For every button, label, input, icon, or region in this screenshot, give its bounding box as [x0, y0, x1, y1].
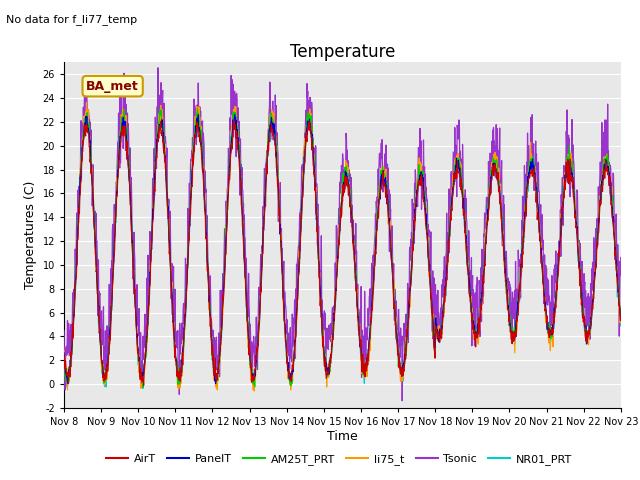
AirT: [171, 355, 179, 360]
NR01_PRT: [502, 290, 510, 296]
Tsonic: [502, 248, 510, 254]
NR01_PRT: [60, 342, 68, 348]
PanelT: [502, 277, 510, 283]
Line: AirT: AirT: [64, 120, 621, 385]
li75_t: [429, 335, 437, 341]
Tsonic: [246, 329, 254, 335]
AirT: [230, 117, 237, 122]
NR01_PRT: [247, 363, 255, 369]
Tsonic: [154, 65, 162, 71]
li75_t: [552, 303, 559, 309]
AM25T_PRT: [617, 307, 625, 312]
PanelT: [617, 317, 625, 323]
li75_t: [246, 371, 254, 377]
AirT: [502, 284, 510, 289]
AirT: [429, 329, 437, 335]
AirT: [552, 300, 559, 305]
Tsonic: [398, 398, 406, 404]
AM25T_PRT: [247, 364, 255, 370]
AM25T_PRT: [552, 307, 559, 312]
AirT: [60, 352, 68, 358]
AM25T_PRT: [429, 324, 437, 330]
PanelT: [429, 331, 437, 336]
NR01_PRT: [552, 307, 559, 312]
li75_t: [83, 100, 90, 106]
AirT: [247, 361, 255, 367]
Legend: AirT, PanelT, AM25T_PRT, li75_t, Tsonic, NR01_PRT: AirT, PanelT, AM25T_PRT, li75_t, Tsonic,…: [102, 450, 577, 469]
NR01_PRT: [230, 108, 237, 114]
Tsonic: [171, 331, 179, 337]
PanelT: [170, 336, 178, 342]
AirT: [184, 250, 192, 256]
li75_t: [60, 348, 68, 353]
AM25T_PRT: [139, 384, 147, 390]
li75_t: [184, 252, 192, 258]
AM25T_PRT: [194, 106, 202, 112]
Tsonic: [184, 231, 192, 237]
Line: AM25T_PRT: AM25T_PRT: [64, 109, 621, 387]
PanelT: [552, 300, 559, 305]
Tsonic: [60, 328, 68, 334]
Line: NR01_PRT: NR01_PRT: [64, 111, 621, 388]
NR01_PRT: [170, 344, 178, 349]
X-axis label: Time: Time: [327, 430, 358, 443]
PanelT: [247, 365, 255, 371]
AM25T_PRT: [184, 243, 192, 249]
li75_t: [250, 388, 258, 394]
PanelT: [231, 111, 239, 117]
PanelT: [60, 350, 68, 356]
Tsonic: [617, 254, 625, 260]
li75_t: [171, 345, 179, 350]
AirT: [617, 312, 625, 317]
NR01_PRT: [175, 385, 183, 391]
NR01_PRT: [184, 256, 192, 262]
Y-axis label: Temperatures (C): Temperatures (C): [24, 181, 37, 289]
Title: Temperature: Temperature: [290, 43, 395, 61]
PanelT: [184, 255, 191, 261]
Tsonic: [429, 275, 437, 280]
li75_t: [617, 315, 625, 321]
Line: li75_t: li75_t: [64, 103, 621, 391]
NR01_PRT: [429, 334, 437, 339]
PanelT: [212, 381, 220, 386]
AM25T_PRT: [502, 284, 510, 290]
Line: PanelT: PanelT: [64, 114, 621, 384]
Text: No data for f_li77_temp: No data for f_li77_temp: [6, 14, 138, 25]
Text: BA_met: BA_met: [86, 80, 139, 93]
Line: Tsonic: Tsonic: [64, 68, 621, 401]
NR01_PRT: [617, 319, 625, 325]
AM25T_PRT: [60, 357, 68, 363]
Tsonic: [552, 271, 559, 277]
AirT: [140, 383, 148, 388]
li75_t: [502, 291, 510, 297]
AM25T_PRT: [171, 336, 179, 342]
